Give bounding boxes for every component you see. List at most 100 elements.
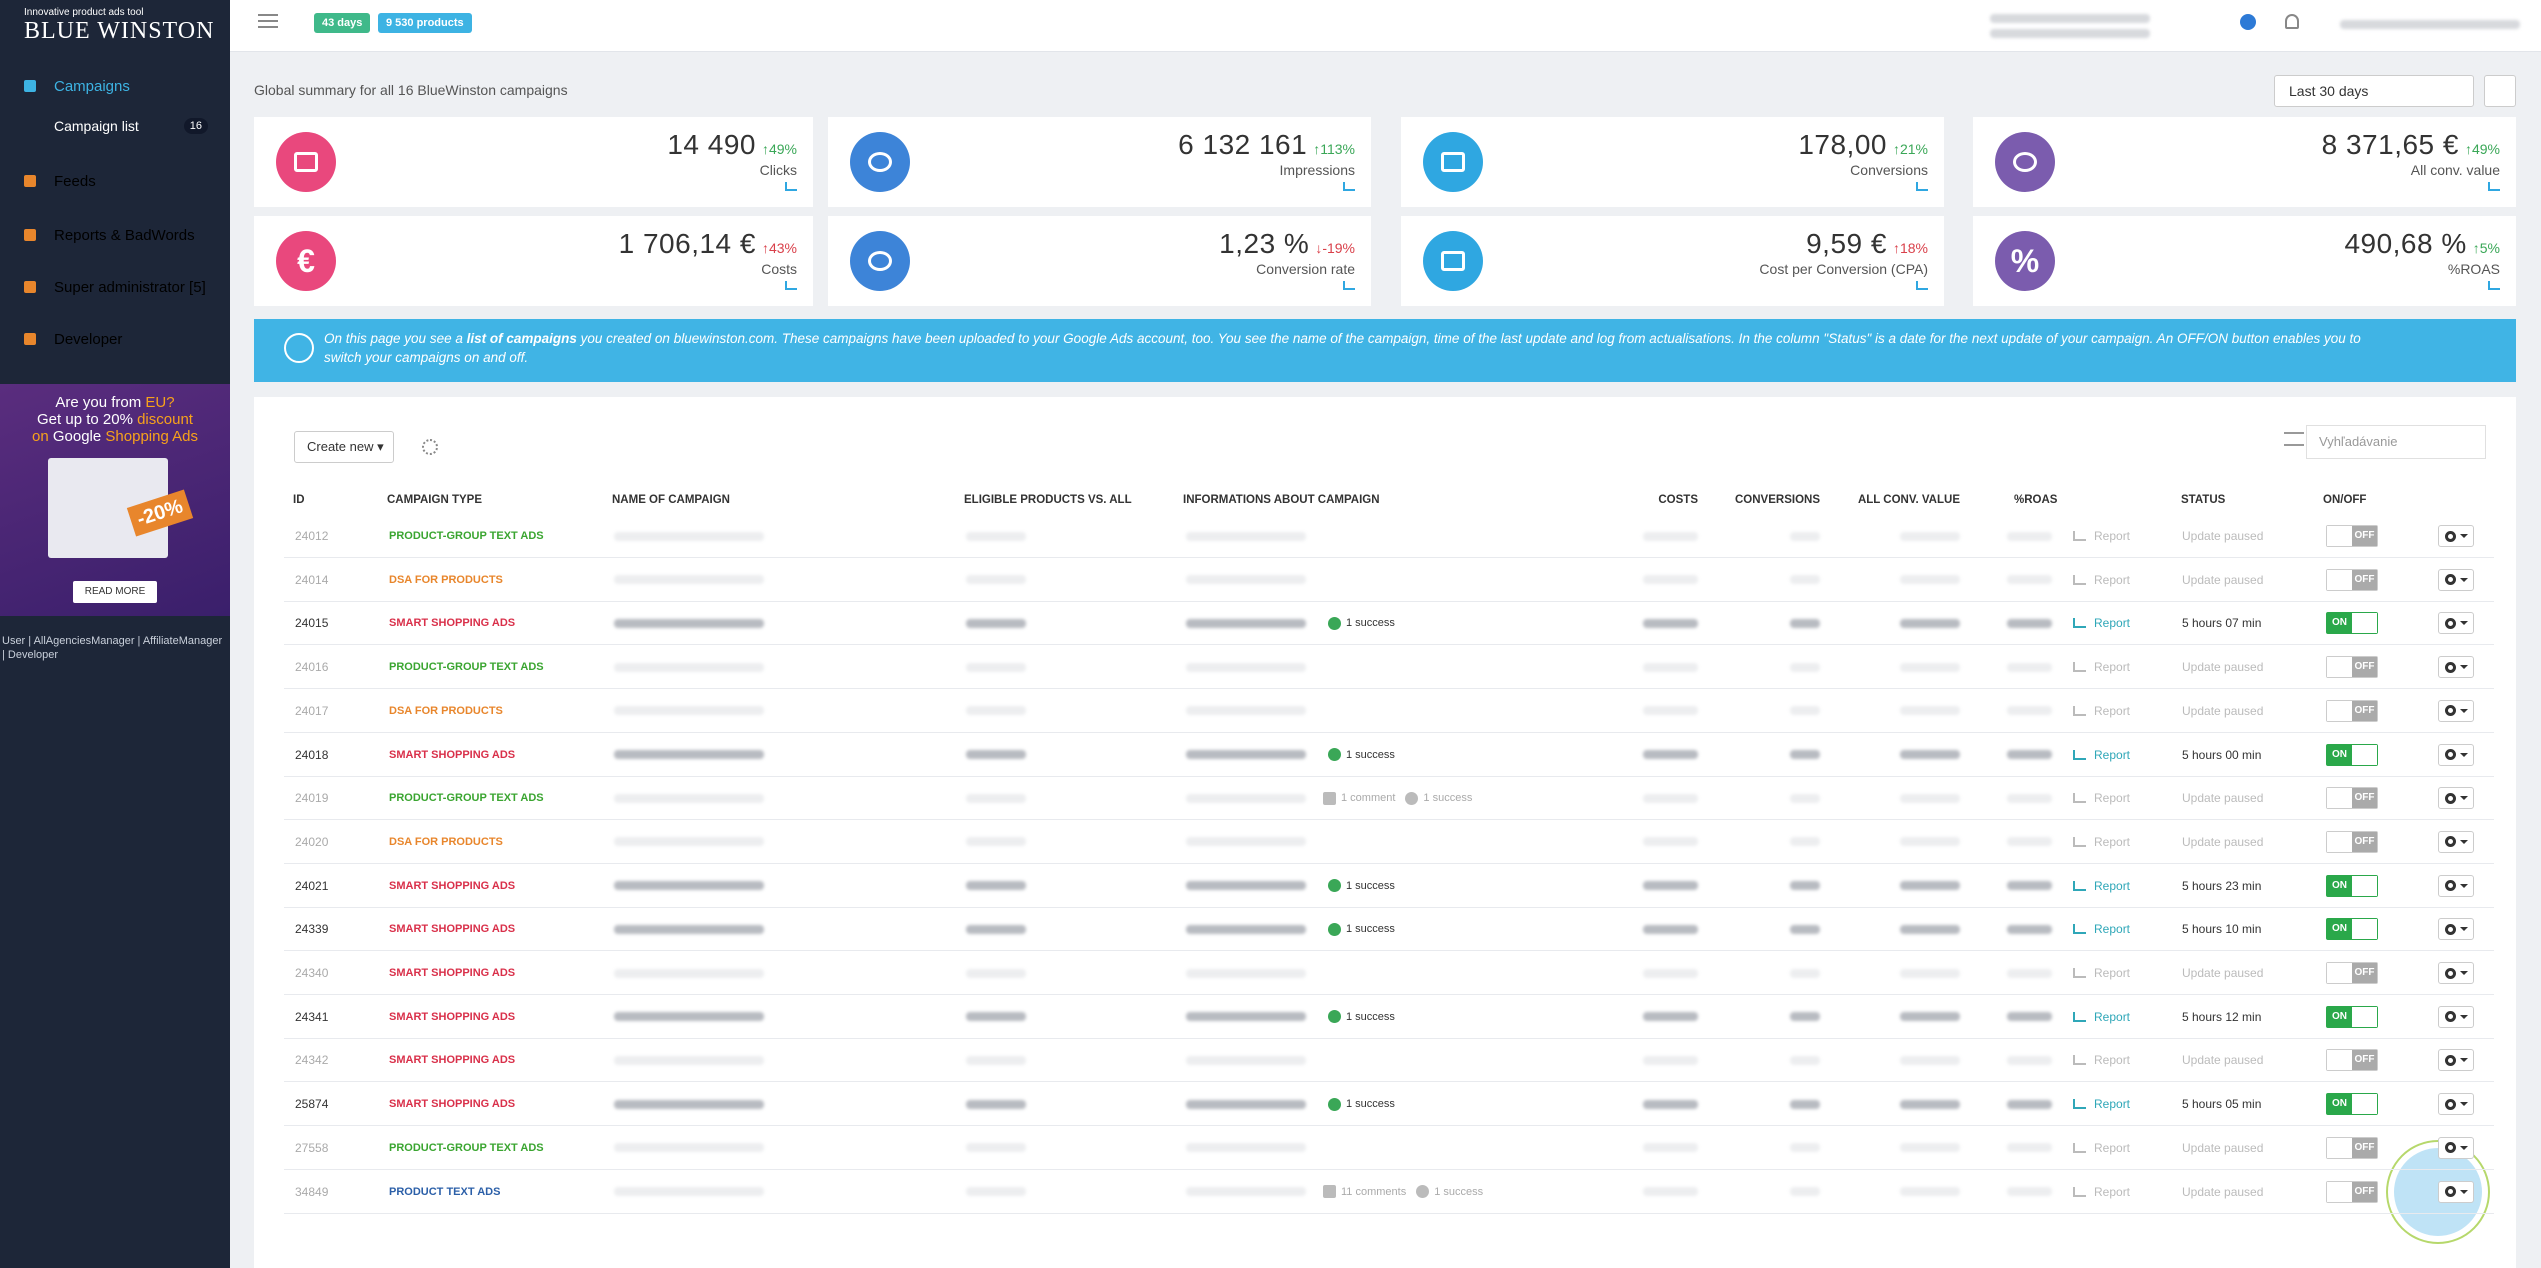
report-link[interactable]: Report: [2073, 995, 2130, 1039]
report-link[interactable]: Report: [2073, 1038, 2130, 1082]
mini-chart[interactable]: [1343, 182, 1355, 191]
on-off-toggle[interactable]: OFF: [2326, 830, 2378, 853]
info-icon: [1405, 791, 1419, 805]
footer-links[interactable]: User | AllAgenciesManager | AffiliateMan…: [2, 635, 223, 661]
settings-dropdown[interactable]: [2438, 699, 2474, 722]
campaign-id: 24018: [295, 747, 329, 762]
mini-chart[interactable]: [1916, 182, 1928, 191]
user-email[interactable]: [2340, 20, 2520, 29]
campaign-type[interactable]: DSA FOR PRODUCTS: [389, 704, 503, 717]
report-link[interactable]: Report: [2073, 514, 2130, 558]
report-link[interactable]: Report: [2073, 864, 2130, 908]
campaign-type[interactable]: SMART SHOPPING ADS: [389, 1054, 516, 1067]
campaign-type[interactable]: SMART SHOPPING ADS: [389, 748, 516, 761]
report-link[interactable]: Report: [2073, 733, 2130, 777]
column-header: ELIGIBLE PRODUCTS VS. ALL: [964, 494, 1132, 506]
settings-dropdown[interactable]: [2438, 656, 2474, 679]
on-off-toggle[interactable]: ON: [2326, 612, 2378, 635]
settings-dropdown[interactable]: [2438, 1180, 2474, 1203]
campaign-type[interactable]: SMART SHOPPING ADS: [389, 923, 516, 936]
menu-item[interactable]: Feeds: [0, 167, 230, 195]
report-link[interactable]: Report: [2073, 1126, 2130, 1170]
settings-dropdown[interactable]: [2438, 918, 2474, 941]
campaign-type[interactable]: PRODUCT-GROUP TEXT ADS: [389, 1141, 544, 1154]
menu-item[interactable]: Reports & BadWords: [0, 221, 230, 249]
refresh-button[interactable]: [2484, 75, 2516, 107]
blurred-cell: [2007, 1126, 2052, 1170]
on-off-toggle[interactable]: OFF: [2326, 525, 2378, 547]
toggle-knob: [2327, 963, 2352, 983]
settings-dropdown[interactable]: [2438, 568, 2474, 591]
ad-button[interactable]: READ MORE: [73, 581, 157, 603]
on-off-toggle[interactable]: ON: [2326, 743, 2378, 766]
settings-dropdown[interactable]: [2438, 830, 2474, 853]
report-link[interactable]: Report: [2073, 907, 2130, 951]
campaign-type[interactable]: SMART SHOPPING ADS: [389, 1010, 516, 1023]
help-icon[interactable]: [2240, 14, 2256, 30]
campaign-type[interactable]: PRODUCT-GROUP TEXT ADS: [389, 792, 544, 805]
report-link[interactable]: Report: [2073, 645, 2130, 689]
report-link[interactable]: Report: [2073, 1170, 2130, 1214]
menu-toggle[interactable]: [258, 14, 278, 28]
campaign-type[interactable]: SMART SHOPPING ADS: [389, 617, 516, 630]
report-link[interactable]: Report: [2073, 601, 2130, 645]
on-off-toggle[interactable]: ON: [2326, 874, 2378, 897]
menu-item[interactable]: Super administrator [5]: [0, 273, 230, 301]
settings-dropdown[interactable]: [2438, 1005, 2474, 1028]
mini-chart[interactable]: [2488, 182, 2500, 191]
mini-chart[interactable]: [785, 281, 797, 290]
mini-chart[interactable]: [2488, 281, 2500, 290]
campaign-type[interactable]: SMART SHOPPING ADS: [389, 967, 516, 979]
campaign-type[interactable]: SMART SHOPPING ADS: [389, 1098, 516, 1111]
columns-icon[interactable]: [2284, 432, 2304, 446]
on-off-toggle[interactable]: ON: [2326, 1093, 2378, 1116]
blurred: [1790, 662, 1820, 672]
on-off-toggle[interactable]: OFF: [2326, 1180, 2378, 1203]
settings-dropdown[interactable]: [2438, 787, 2474, 810]
campaign-type[interactable]: PRODUCT TEXT ADS: [389, 1185, 501, 1198]
campaign-type[interactable]: DSA FOR PRODUCTS: [389, 835, 503, 848]
settings-dropdown[interactable]: [2438, 874, 2474, 897]
settings-dropdown[interactable]: [2438, 612, 2474, 635]
settings-dropdown[interactable]: [2438, 1049, 2474, 1072]
menu-item[interactable]: Developer: [0, 325, 230, 353]
settings-dropdown[interactable]: [2438, 743, 2474, 766]
settings-icon[interactable]: [422, 439, 438, 455]
ad-banner[interactable]: Are you from EU? Get up to 20% discount …: [0, 384, 230, 616]
report-link[interactable]: Report: [2073, 820, 2130, 864]
campaign-type[interactable]: PRODUCT-GROUP TEXT ADS: [389, 661, 544, 674]
campaign-type[interactable]: SMART SHOPPING ADS: [389, 879, 516, 892]
on-off-toggle[interactable]: OFF: [2326, 1136, 2378, 1159]
on-off-toggle[interactable]: OFF: [2326, 1049, 2378, 1072]
on-off-toggle[interactable]: OFF: [2326, 656, 2378, 679]
gear-cell: [2438, 907, 2474, 951]
blurred-cell: [2007, 907, 2052, 951]
period-select[interactable]: Last 30 days: [2274, 75, 2474, 107]
report-link[interactable]: Report: [2073, 558, 2130, 602]
campaign-type[interactable]: DSA FOR PRODUCTS: [389, 573, 503, 586]
mini-chart[interactable]: [785, 182, 797, 191]
mini-chart[interactable]: [1916, 281, 1928, 290]
search-input[interactable]: Vyhľadávanie: [2306, 425, 2486, 459]
on-off-toggle[interactable]: OFF: [2326, 699, 2378, 722]
on-off-toggle[interactable]: OFF: [2326, 787, 2378, 810]
settings-dropdown[interactable]: [2438, 962, 2474, 984]
settings-dropdown[interactable]: [2438, 1136, 2474, 1159]
settings-dropdown[interactable]: [2438, 525, 2474, 547]
campaign-type[interactable]: PRODUCT-GROUP TEXT ADS: [389, 530, 544, 542]
on-off-toggle[interactable]: OFF: [2326, 568, 2378, 591]
on-off-toggle[interactable]: OFF: [2326, 962, 2378, 984]
report-link[interactable]: Report: [2073, 776, 2130, 820]
bell-icon[interactable]: [2285, 14, 2299, 29]
on-off-toggle[interactable]: ON: [2326, 918, 2378, 941]
report-link[interactable]: Report: [2073, 689, 2130, 733]
create-button[interactable]: Create new ▾: [294, 431, 394, 463]
on-off-toggle[interactable]: ON: [2326, 1005, 2378, 1028]
report-icon: [2073, 836, 2086, 847]
settings-dropdown[interactable]: [2438, 1093, 2474, 1116]
report-link[interactable]: Report: [2073, 951, 2130, 995]
report-link[interactable]: Report: [2073, 1082, 2130, 1126]
mini-chart[interactable]: [1343, 281, 1355, 290]
menu-item[interactable]: Campaigns: [0, 72, 230, 100]
menu-item[interactable]: Campaign list 16: [0, 112, 230, 140]
